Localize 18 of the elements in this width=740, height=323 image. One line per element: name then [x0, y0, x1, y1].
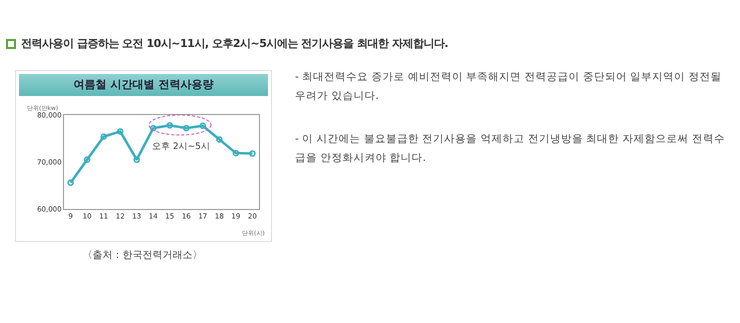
point	[249, 150, 256, 157]
point	[216, 136, 223, 143]
text: - 이 시간에는 불요불급한 전기사용을 억제하고 전기냉방을 최대한 자제함으로써 전력수급을 안정화시켜야 합니다.	[295, 132, 725, 166]
point	[183, 124, 190, 132]
point	[200, 122, 206, 130]
annotation: 오후 2시~5시	[152, 141, 210, 153]
point	[232, 150, 240, 156]
chart-title: 여름철 시간대별 전력사용량	[19, 74, 268, 96]
point	[84, 156, 90, 163]
point	[100, 133, 107, 140]
text: - 최대전력수요 증가로 예비전력이 부족해지면 전력공급이 중단되어 일부지역이 정전될 우려가 있습니다.	[295, 70, 722, 104]
point	[166, 122, 174, 129]
point	[67, 179, 74, 186]
text: 〈출처 : 한국전력거래소〉	[82, 249, 204, 262]
point	[133, 156, 140, 163]
point	[150, 124, 156, 132]
text: 전력사용이 급증하는 오전 10시~11시, 오후2시~5시에는 전기사용을 최대한 자제합니다.	[21, 36, 448, 51]
point	[116, 128, 124, 135]
